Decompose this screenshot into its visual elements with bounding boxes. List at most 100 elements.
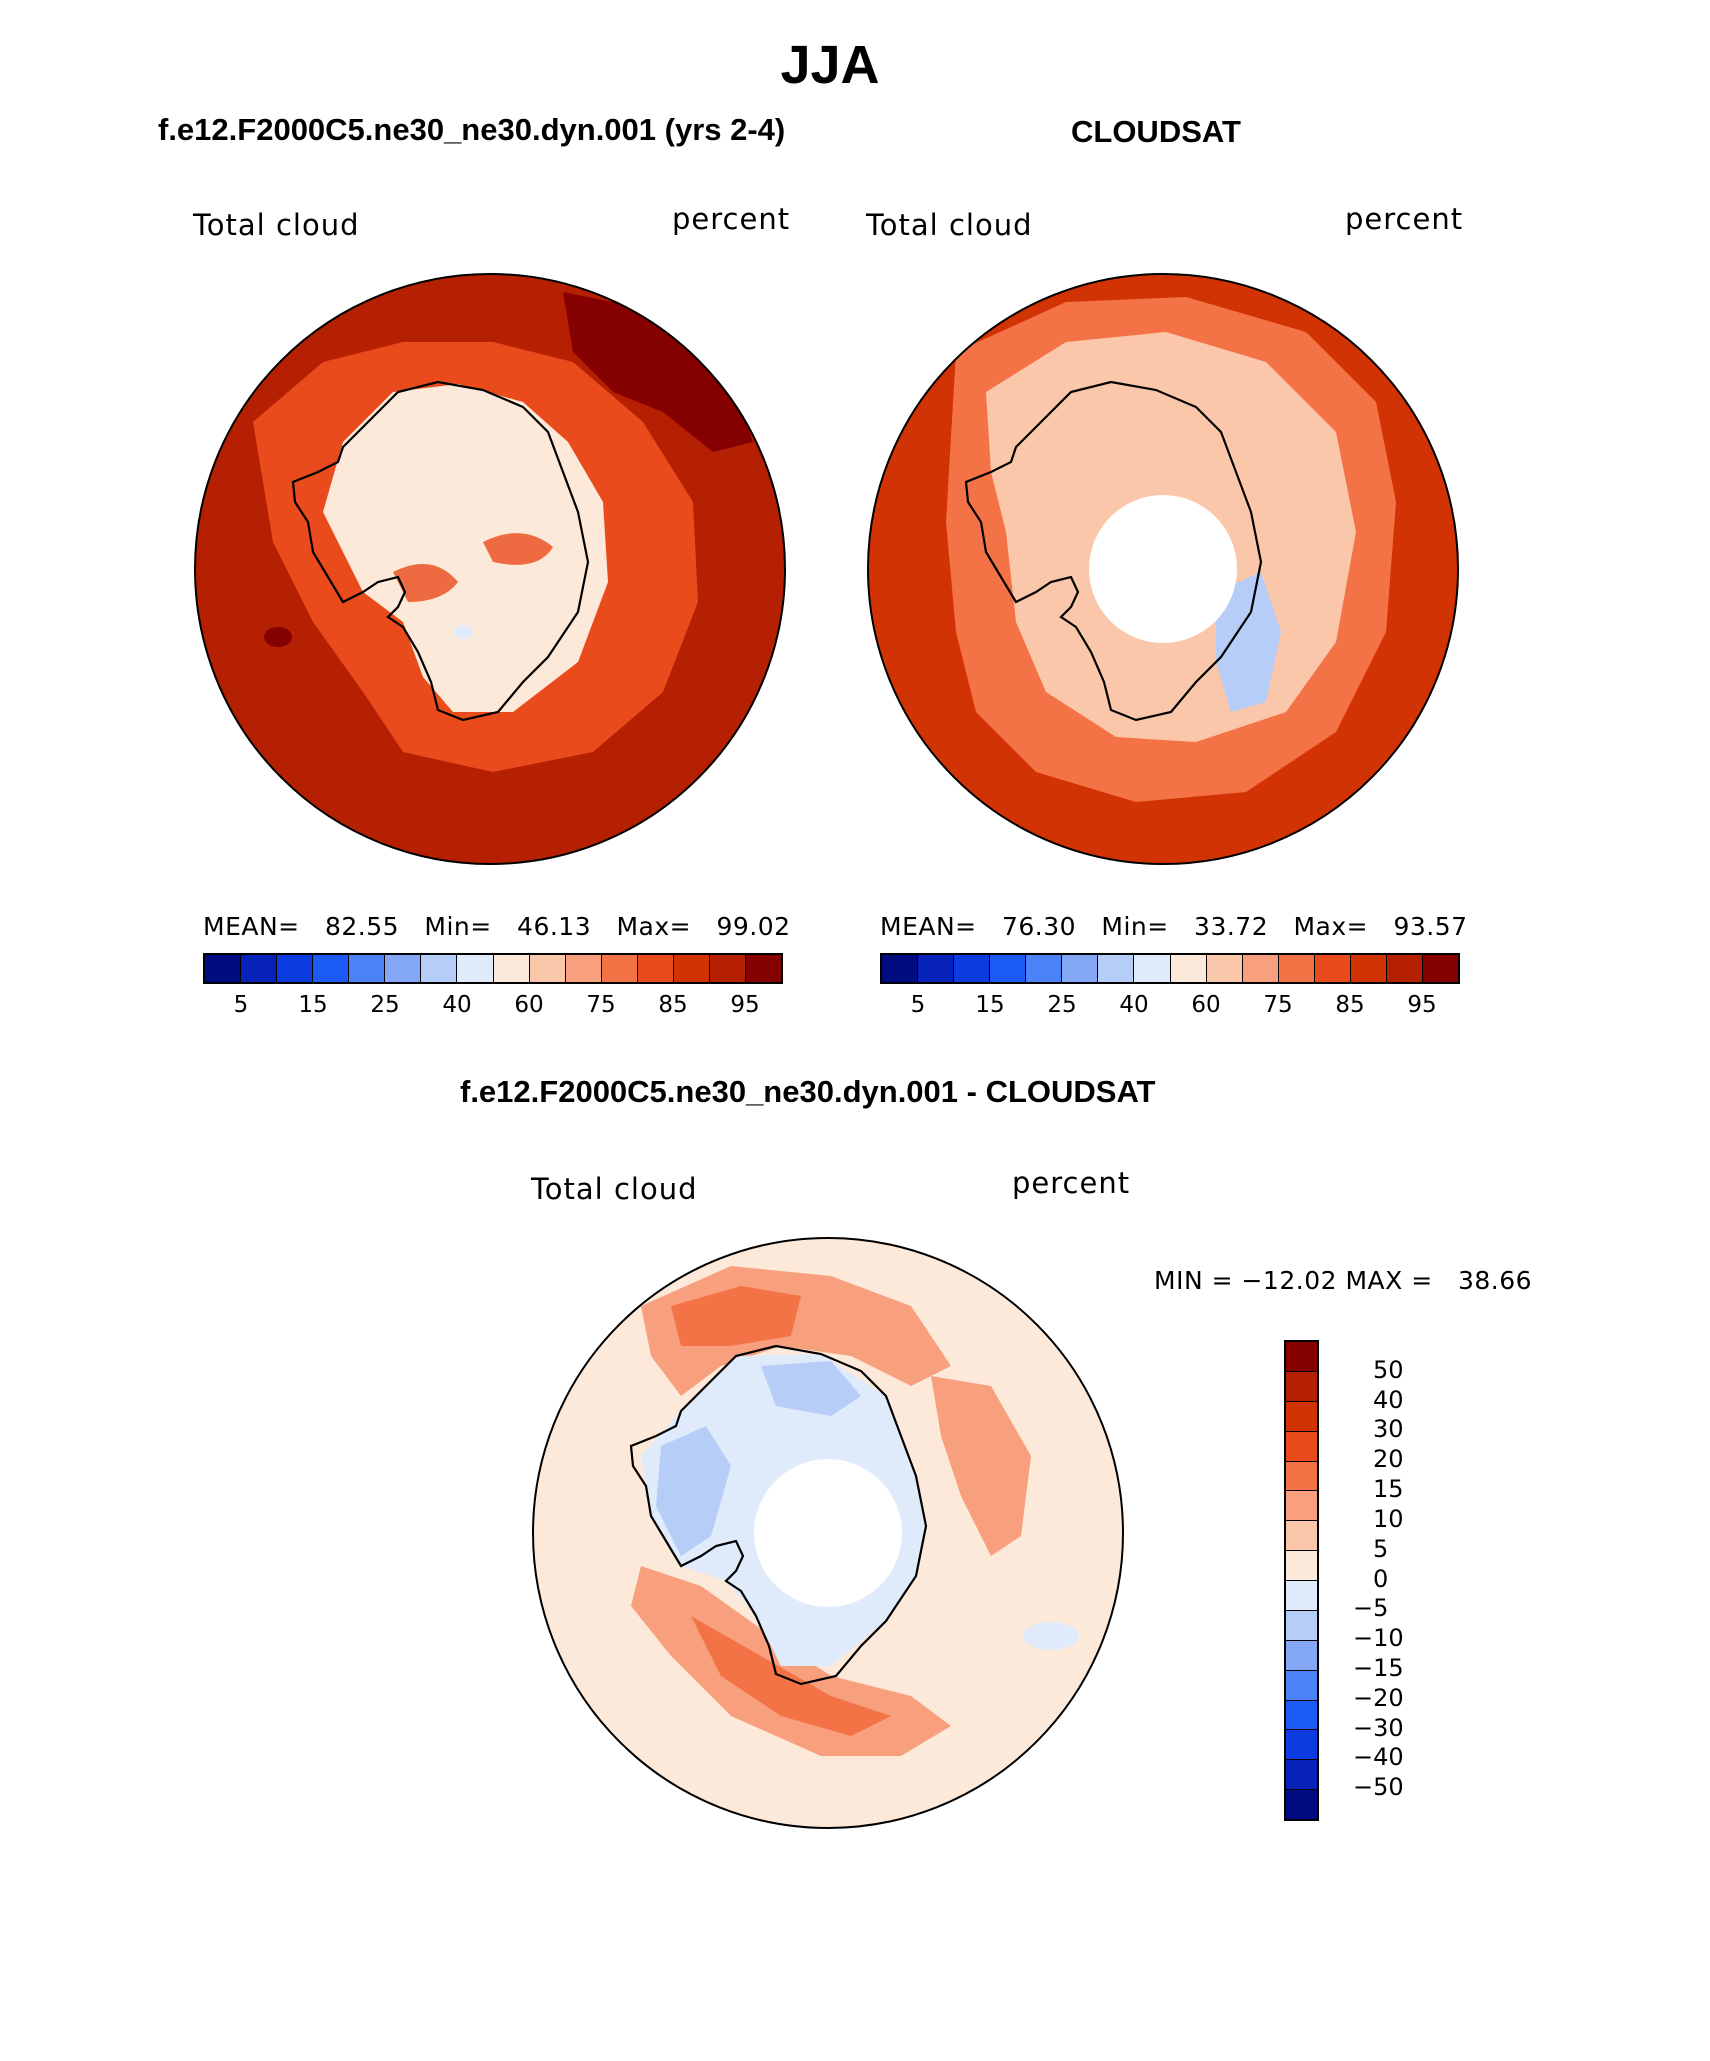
colorbar-tick-label: −5 xyxy=(1353,1594,1389,1623)
figure-title: JJA xyxy=(780,35,880,95)
colorbar-box xyxy=(529,955,566,982)
colorbar-box xyxy=(918,955,955,982)
colorbar-tick-label: 40 xyxy=(442,992,472,1018)
colorbar-tick-label: −20 xyxy=(1353,1683,1404,1712)
colorbar-tick-label: 5 xyxy=(910,992,926,1018)
colorbar-box xyxy=(1386,955,1423,982)
diff-coastline xyxy=(629,1344,928,1686)
diff-positive-upper-red xyxy=(671,1286,801,1346)
colorbar-box xyxy=(349,955,386,982)
colorbar-tick-label: 15 xyxy=(298,992,328,1018)
colorbar-box xyxy=(745,955,781,982)
right-colorbar-ticks: 5 15 25 40 60 75 85 95 xyxy=(882,992,1458,1022)
colorbar-tick-label: 10 xyxy=(1373,1504,1404,1533)
left-variable-label: Total cloud xyxy=(193,208,360,242)
left-map-border xyxy=(194,273,786,865)
right-stats: MEAN= 76.30 Min= 33.72 Max= 93.57 xyxy=(880,912,1468,941)
colorbar-tick-label: 40 xyxy=(1373,1385,1404,1414)
colorbar-box xyxy=(313,955,350,982)
left-colorbar-ticks: 5 15 25 40 60 75 85 95 xyxy=(205,992,781,1022)
left-colorbar xyxy=(203,953,783,984)
colorbar-tick-label: 40 xyxy=(1119,992,1149,1018)
colorbar-box xyxy=(1286,1491,1317,1522)
colorbar-box xyxy=(954,955,991,982)
colorbar-tick-label: −10 xyxy=(1353,1624,1404,1653)
colorbar-box xyxy=(1242,955,1279,982)
left-stats: MEAN= 82.55 Min= 46.13 Max= 99.02 xyxy=(203,912,791,941)
diff-map-border xyxy=(532,1237,1124,1829)
colorbar-box xyxy=(1286,1431,1317,1462)
colorbar-box xyxy=(1286,1461,1317,1492)
colorbar-tick-label: 50 xyxy=(1373,1355,1404,1384)
colorbar-box xyxy=(1286,1610,1317,1641)
colorbar-box xyxy=(421,955,458,982)
colorbar-box xyxy=(1286,1700,1317,1731)
colorbar-tick-label: 60 xyxy=(514,992,544,1018)
diff-colorbar-labels: 50 40 30 20 15 10 5 0 −5 −10 −15 −20 −30 −40 −50 xyxy=(1353,1340,1466,1817)
colorbar-box xyxy=(990,955,1027,982)
left-coastline xyxy=(291,380,590,722)
colorbar-box xyxy=(882,955,919,982)
colorbar-box xyxy=(637,955,674,982)
colorbar-tick-label: 85 xyxy=(1335,992,1365,1018)
colorbar-tick-label: 60 xyxy=(1191,992,1221,1018)
diff-colorbar xyxy=(1284,1340,1319,1821)
colorbar-box xyxy=(1286,1640,1317,1671)
colorbar-tick-label: 25 xyxy=(1047,992,1077,1018)
colorbar-box xyxy=(1062,955,1099,982)
colorbar-box xyxy=(1286,1790,1317,1819)
colorbar-tick-label: 75 xyxy=(1263,992,1293,1018)
colorbar-box xyxy=(1286,1760,1317,1791)
colorbar-box xyxy=(709,955,746,982)
colorbar-box xyxy=(241,955,278,982)
colorbar-box xyxy=(385,955,422,982)
colorbar-box xyxy=(1026,955,1063,982)
diff-positive-lower-red xyxy=(691,1616,891,1736)
colorbar-tick-label: 95 xyxy=(1407,992,1437,1018)
colorbar-box xyxy=(277,955,314,982)
colorbar-tick-label: −15 xyxy=(1353,1653,1404,1682)
right-polar-map xyxy=(867,273,1459,865)
diff-pole-hole xyxy=(754,1459,902,1607)
colorbar-box xyxy=(493,955,530,982)
left-high-cloud-spot xyxy=(264,627,292,647)
colorbar-box xyxy=(1286,1670,1317,1701)
colorbar-box xyxy=(1170,955,1207,982)
right-blue-region xyxy=(1216,572,1281,712)
diff-units-label: percent xyxy=(1012,1166,1131,1200)
diff-negative-blue-patch xyxy=(656,1426,731,1556)
colorbar-box xyxy=(601,955,638,982)
right-pole-hole xyxy=(1089,495,1237,643)
left-interior-orange-patch-2 xyxy=(483,533,553,565)
diff-variable-label: Total cloud xyxy=(531,1172,698,1206)
colorbar-tick-label: 95 xyxy=(730,992,760,1018)
colorbar-tick-label: 15 xyxy=(1373,1475,1404,1504)
right-variable-label: Total cloud xyxy=(866,208,1033,242)
colorbar-tick-label: −50 xyxy=(1353,1773,1404,1802)
colorbar-box xyxy=(1286,1521,1317,1552)
left-high-cloud-region xyxy=(563,292,753,452)
diff-minmax: MIN = −12.02 MAX = 38.66 xyxy=(1154,1266,1533,1295)
colorbar-box xyxy=(205,955,242,982)
colorbar-tick-label: 5 xyxy=(233,992,249,1018)
colorbar-tick-label: 20 xyxy=(1373,1445,1404,1474)
colorbar-tick-label: 75 xyxy=(586,992,616,1018)
right-colorbar xyxy=(880,953,1460,984)
colorbar-tick-label: 85 xyxy=(658,992,688,1018)
colorbar-box xyxy=(1278,955,1315,982)
right-panel-title: CLOUDSAT xyxy=(1071,114,1241,149)
left-polar-map xyxy=(194,273,786,865)
colorbar-box xyxy=(457,955,494,982)
colorbar-tick-label: 5 xyxy=(1373,1534,1389,1563)
colorbar-box xyxy=(1206,955,1243,982)
colorbar-tick-label: −30 xyxy=(1353,1713,1404,1742)
diff-polar-map xyxy=(532,1237,1124,1829)
colorbar-box xyxy=(1286,1342,1317,1372)
right-map-border xyxy=(867,273,1459,865)
colorbar-box xyxy=(1286,1730,1317,1761)
diff-negative-blue-patch-2 xyxy=(761,1361,861,1416)
colorbar-box xyxy=(565,955,602,982)
colorbar-box xyxy=(1286,1371,1317,1402)
right-coastline xyxy=(964,380,1263,722)
colorbar-box xyxy=(1286,1581,1317,1611)
